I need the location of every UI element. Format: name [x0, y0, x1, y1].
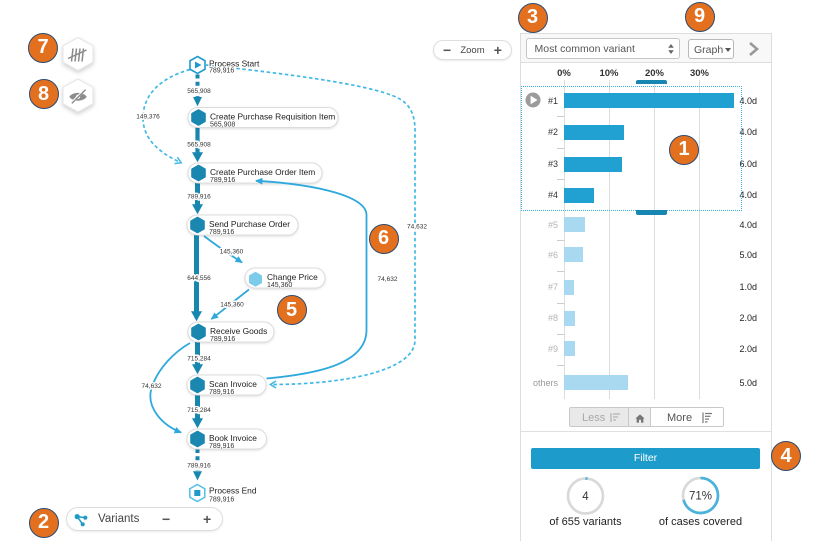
svg-text:789,916: 789,916 — [210, 336, 235, 343]
svg-text:Process Start: Process Start — [209, 59, 260, 69]
svg-text:74,632: 74,632 — [407, 224, 427, 231]
svg-text:789,916: 789,916 — [187, 194, 211, 201]
svg-text:Send Purchase Order: Send Purchase Order — [209, 219, 290, 229]
svg-text:789,916: 789,916 — [209, 389, 234, 396]
svg-text:4: 4 — [582, 491, 589, 503]
svg-text:71%: 71% — [689, 491, 712, 503]
svg-text:789,916: 789,916 — [209, 229, 234, 236]
svg-text:789,916: 789,916 — [209, 497, 234, 504]
svg-text:74,632: 74,632 — [378, 276, 398, 283]
svg-text:789,916: 789,916 — [210, 177, 235, 184]
svg-text:789,916: 789,916 — [209, 68, 234, 75]
svg-text:Process End: Process End — [209, 486, 257, 496]
svg-text:715,284: 715,284 — [187, 355, 211, 362]
svg-text:Book Invoice: Book Invoice — [209, 433, 257, 443]
svg-text:Scan Invoice: Scan Invoice — [209, 379, 257, 389]
svg-text:789,916: 789,916 — [187, 463, 211, 470]
svg-text:145,360: 145,360 — [220, 249, 244, 256]
svg-text:644,556: 644,556 — [187, 275, 211, 282]
svg-text:565,908: 565,908 — [187, 88, 211, 95]
svg-text:565,908: 565,908 — [210, 121, 235, 128]
svg-text:Create Purchase Order Item: Create Purchase Order Item — [210, 167, 315, 177]
svg-text:Create Purchase Requisition It: Create Purchase Requisition Item — [210, 111, 335, 121]
svg-text:Change Price: Change Price — [267, 272, 318, 282]
svg-text:565,908: 565,908 — [187, 142, 211, 149]
svg-text:715,284: 715,284 — [187, 407, 211, 414]
svg-text:789,916: 789,916 — [209, 443, 234, 450]
svg-text:145,360: 145,360 — [267, 282, 292, 289]
svg-text:74,632: 74,632 — [142, 383, 162, 390]
svg-text:149,376: 149,376 — [136, 114, 160, 121]
svg-text:Receive Goods: Receive Goods — [210, 326, 267, 336]
svg-text:145,360: 145,360 — [220, 302, 244, 309]
